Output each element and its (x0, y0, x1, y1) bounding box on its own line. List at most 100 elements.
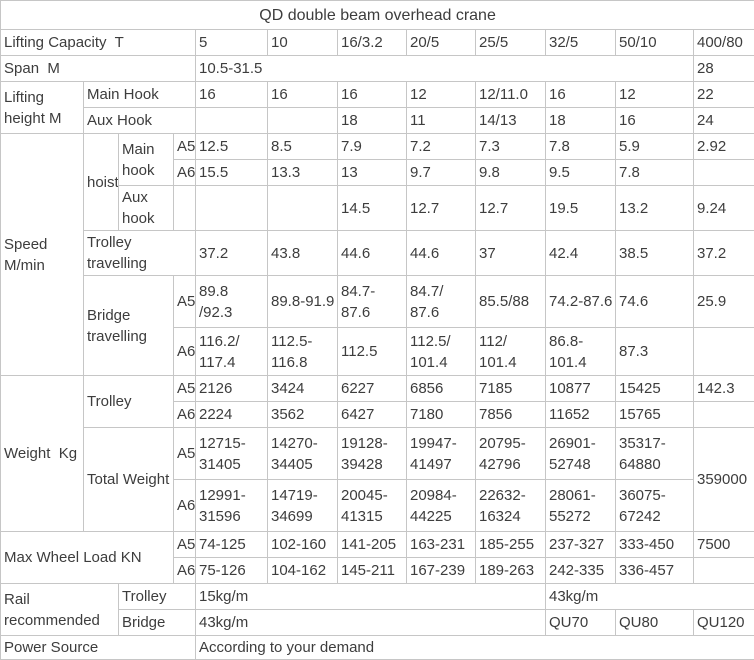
rail-trolley-left-value: 15kg/m (196, 584, 546, 610)
hoist-label: hoist (84, 134, 119, 231)
aux-hook-value-1 (268, 108, 338, 134)
main-hook-value-5: 16 (546, 82, 616, 108)
row-total-weight-a5: Total Weight A5 12715-31405 14270-34405 … (1, 428, 754, 480)
page-title: QD double beam overhead crane (1, 1, 754, 30)
capacity-value-3: 20/5 (407, 30, 476, 56)
hoist-main-a5-value-5: 7.8 (546, 134, 616, 160)
bridge-a5-value-1: 89.8-91.9 (268, 276, 338, 328)
aux-hook-value-4: 14/13 (476, 108, 546, 134)
weight-trolley-a6-value-7 (694, 402, 754, 428)
max-wheel-a6-value-0: 75-126 (196, 558, 268, 584)
aux-hook-value-6: 16 (616, 108, 694, 134)
bridge-travelling-label: Bridge travelling (84, 276, 174, 376)
rail-bridge-qu-0: QU70 (546, 610, 616, 636)
rail-bridge-qu-2: QU120 (694, 610, 754, 636)
weight-trolley-label: Trolley (84, 376, 174, 428)
total-weight-a6-value-0: 12991-31596 (196, 480, 268, 532)
hoist-main-a5-value-3: 7.2 (407, 134, 476, 160)
power-source-value: According to your demand (196, 636, 754, 660)
total-weight-merged-value: 359000 (694, 428, 754, 532)
hoist-aux-spacer-cell (174, 186, 196, 231)
trolley-travelling-value-5: 42.4 (546, 231, 616, 276)
weight-trolley-a5-label: A5 (174, 376, 196, 402)
trolley-travelling-value-4: 37 (476, 231, 546, 276)
main-hook-value-2: 16 (338, 82, 407, 108)
bridge-a6-value-4: 112/ 101.4 (476, 328, 546, 376)
hoist-main-a6-value-3: 9.7 (407, 160, 476, 186)
max-wheel-a5-label: A5 (174, 532, 196, 558)
weight-trolley-a5-value-2: 6227 (338, 376, 407, 402)
lifting-height-label: Lifting height M (1, 82, 84, 134)
aux-hook-value-2: 18 (338, 108, 407, 134)
capacity-value-4: 25/5 (476, 30, 546, 56)
trolley-travelling-value-0: 37.2 (196, 231, 268, 276)
aux-hook-value-3: 11 (407, 108, 476, 134)
capacity-value-5: 32/5 (546, 30, 616, 56)
span-range: 10.5-31.5 (196, 56, 694, 82)
max-wheel-load-label: Max Wheel Load KN (1, 532, 174, 584)
hoist-aux-value-3: 12.7 (407, 186, 476, 231)
hoist-aux-value-5: 19.5 (546, 186, 616, 231)
bridge-a5-value-2: 84.7-87.6 (338, 276, 407, 328)
total-weight-a6-value-2: 20045-41315 (338, 480, 407, 532)
span-label: Span M (1, 56, 196, 82)
total-weight-a5-label: A5 (174, 428, 196, 480)
span-value-last: 28 (694, 56, 754, 82)
weight-trolley-a5-value-6: 15425 (616, 376, 694, 402)
hoist-main-a5-value-0: 12.5 (196, 134, 268, 160)
main-hook-value-3: 12 (407, 82, 476, 108)
weight-trolley-a6-value-0: 2224 (196, 402, 268, 428)
weight-trolley-a5-value-1: 3424 (268, 376, 338, 402)
hoist-main-a5-value-7: 2.92 (694, 134, 754, 160)
total-weight-a6-value-4: 22632-16324 (476, 480, 546, 532)
bridge-a6-value-2: 112.5 (338, 328, 407, 376)
hoist-aux-value-1 (268, 186, 338, 231)
max-wheel-a6-value-5: 242-335 (546, 558, 616, 584)
max-wheel-a5-value-4: 185-255 (476, 532, 546, 558)
aux-hook-value-0 (196, 108, 268, 134)
max-wheel-a5-value-6: 333-450 (616, 532, 694, 558)
hoist-main-a6-label: A6 (174, 160, 196, 186)
rail-bridge-label: Bridge (119, 610, 196, 636)
total-weight-a5-value-2: 19128-39428 (338, 428, 407, 480)
weight-trolley-a6-value-6: 15765 (616, 402, 694, 428)
trolley-travelling-value-2: 44.6 (338, 231, 407, 276)
hoist-main-a6-value-1: 13.3 (268, 160, 338, 186)
bridge-a5-value-3: 84.7/ 87.6 (407, 276, 476, 328)
row-lifting-capacity: Lifting Capacity T 5 10 16/3.2 20/5 25/5… (1, 30, 754, 56)
max-wheel-a5-value-5: 237-327 (546, 532, 616, 558)
row-main-hook-height: Lifting height M Main Hook 16 16 16 12 1… (1, 82, 754, 108)
weight-trolley-a6-value-3: 7180 (407, 402, 476, 428)
hoist-aux-value-0 (196, 186, 268, 231)
main-hook-label: Main Hook (84, 82, 196, 108)
row-speed-main-a5: Speed M/min hoist Main hook A5 12.5 8.5 … (1, 134, 754, 160)
hoist-aux-hook-label: Aux hook (119, 186, 174, 231)
main-hook-value-1: 16 (268, 82, 338, 108)
max-wheel-a6-value-6: 336-457 (616, 558, 694, 584)
bridge-a5-value-0: 89.8 /92.3 (196, 276, 268, 328)
main-hook-value-7: 22 (694, 82, 754, 108)
capacity-label: Lifting Capacity T (1, 30, 196, 56)
hoist-main-a5-label: A5 (174, 134, 196, 160)
hoist-main-a6-value-4: 9.8 (476, 160, 546, 186)
max-wheel-a5-value-3: 163-231 (407, 532, 476, 558)
row-power-source: Power Source According to your demand (1, 636, 754, 660)
aux-hook-value-5: 18 (546, 108, 616, 134)
total-weight-a6-value-5: 28061-55272 (546, 480, 616, 532)
rail-bridge-left-value: 43kg/m (196, 610, 546, 636)
rail-recommended-label: Rail recommended (1, 584, 119, 636)
hoist-aux-value-2: 14.5 (338, 186, 407, 231)
total-weight-label: Total Weight (84, 428, 174, 532)
row-trolley-travelling: Trolley travelling 37.2 43.8 44.6 44.6 3… (1, 231, 754, 276)
trolley-travelling-value-6: 38.5 (616, 231, 694, 276)
hoist-main-hook-label: Main hook (119, 134, 174, 186)
hoist-main-a5-value-6: 5.9 (616, 134, 694, 160)
hoist-main-a6-value-2: 13 (338, 160, 407, 186)
row-span: Span M 10.5-31.5 28 (1, 56, 754, 82)
capacity-value-2: 16/3.2 (338, 30, 407, 56)
trolley-travelling-value-7: 37.2 (694, 231, 754, 276)
weight-trolley-a5-value-5: 10877 (546, 376, 616, 402)
capacity-value-1: 10 (268, 30, 338, 56)
max-wheel-a6-label: A6 (174, 558, 196, 584)
